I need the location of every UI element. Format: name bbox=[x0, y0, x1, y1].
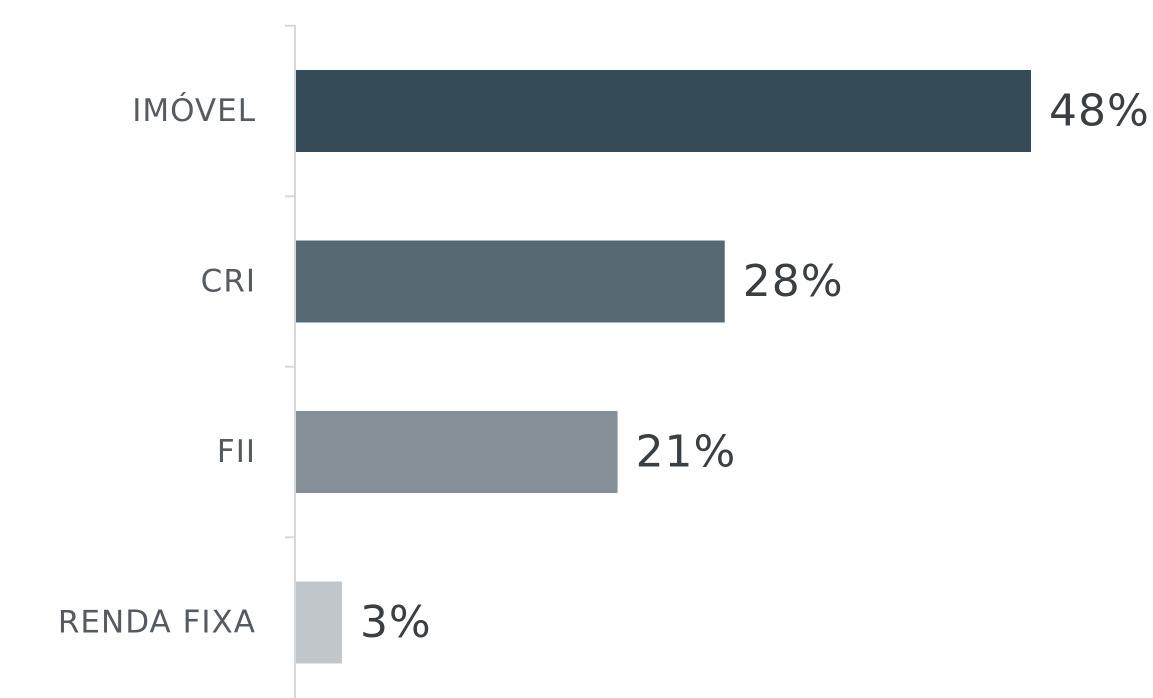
value-label: 21% bbox=[636, 427, 737, 478]
category-label: FII bbox=[217, 434, 256, 470]
value-labels-group: 48% 28% 21% 3% bbox=[360, 86, 1150, 649]
value-label: 3% bbox=[360, 597, 432, 648]
value-label: 28% bbox=[743, 256, 844, 307]
value-label: 48% bbox=[1049, 86, 1150, 137]
bar-0 bbox=[296, 70, 1031, 152]
category-label: IMÓVEL bbox=[132, 92, 256, 129]
category-axis bbox=[285, 24, 296, 698]
category-label: CRI bbox=[201, 264, 256, 300]
bar-1 bbox=[296, 240, 725, 323]
bar-2 bbox=[296, 411, 618, 493]
bar-3 bbox=[296, 581, 342, 664]
category-label: RENDA FIXA bbox=[58, 605, 256, 641]
category-labels-group: IMÓVEL CRI FII RENDA FIXA bbox=[58, 92, 256, 641]
bars-group bbox=[296, 70, 1031, 664]
